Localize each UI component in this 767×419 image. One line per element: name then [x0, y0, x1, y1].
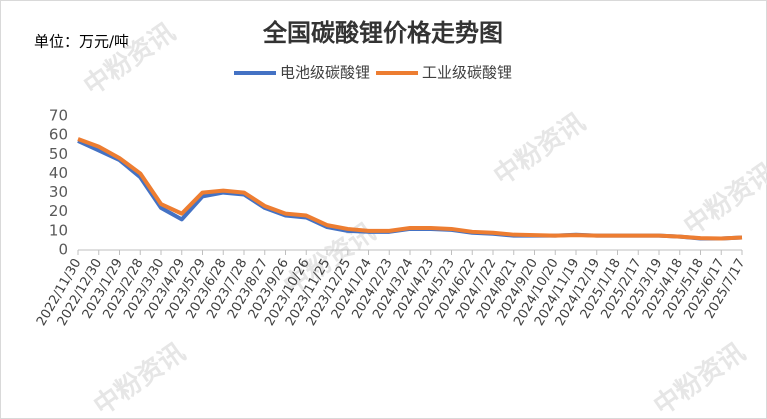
y-tick-label: 40: [49, 164, 68, 182]
y-tick-label: 50: [49, 145, 68, 163]
y-tick-label: 20: [49, 202, 68, 220]
legend-label: 工业级碳酸锂: [422, 64, 512, 82]
y-tick-label: 10: [49, 221, 68, 239]
y-tick-label: 30: [49, 183, 68, 201]
y-tick-label: 70: [49, 107, 68, 125]
legend-label: 电池级碳酸锂: [280, 64, 370, 82]
unit-label: 单位：万元/吨: [34, 33, 129, 51]
y-tick-label: 0: [58, 241, 68, 259]
chart-title: 全国碳酸锂价格走势图: [262, 19, 503, 47]
y-tick-label: 60: [49, 126, 68, 144]
series-line: [77, 137, 743, 241]
